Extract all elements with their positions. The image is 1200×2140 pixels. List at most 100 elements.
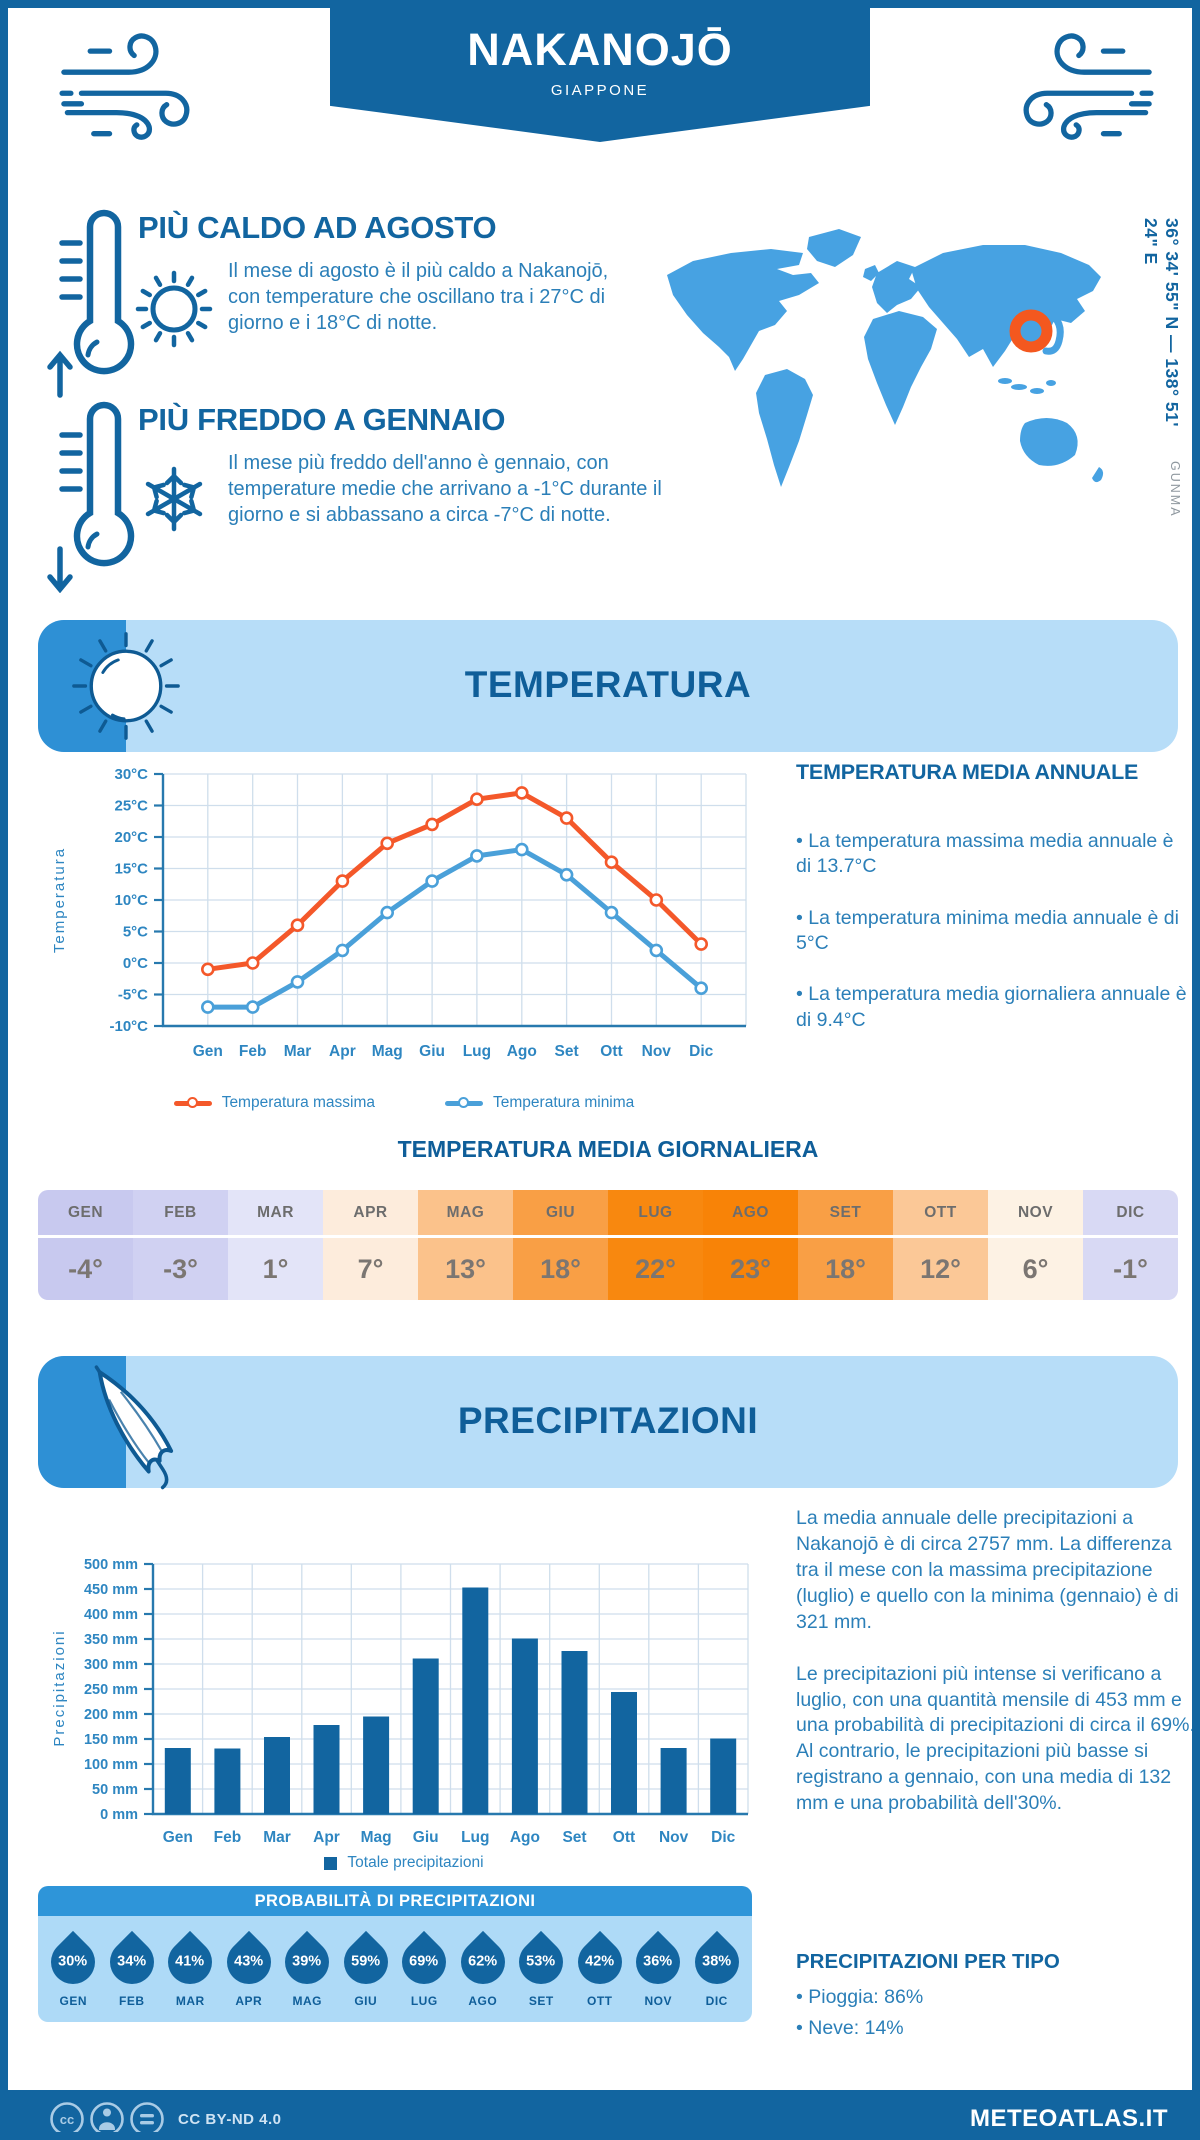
- svg-text:Giu: Giu: [413, 1829, 439, 1846]
- legend-item: Totale precipitazioni: [324, 1854, 484, 1872]
- month-header: GEN: [38, 1190, 133, 1238]
- license: cc CC BY-ND 4.0: [48, 2099, 282, 2132]
- probability-month-label: APR: [235, 1994, 263, 2008]
- coordinates-text: 36° 34' 55" N — 138° 51' 24" E: [1141, 218, 1182, 427]
- svg-text:0°C: 0°C: [123, 955, 148, 972]
- month-column: SET 18°: [798, 1190, 893, 1300]
- svg-text:15°C: 15°C: [114, 861, 148, 878]
- month-value: 7°: [323, 1238, 418, 1300]
- month-value: 22°: [608, 1238, 703, 1300]
- raindrop-icon: 62%: [451, 1930, 514, 1994]
- svg-text:-5°C: -5°C: [118, 987, 148, 1004]
- umbrella-icon: [94, 1365, 174, 1490]
- probability-month: 69% LUG: [393, 1930, 456, 2008]
- legend-square-swatch: [324, 1856, 338, 1870]
- legend-line-swatch: [173, 1097, 212, 1108]
- annual-temperature-panel: TEMPERATURA MEDIA ANNUALE • La temperatu…: [796, 760, 1192, 1033]
- probability-month: 59% GIU: [334, 1930, 397, 2008]
- svg-text:Feb: Feb: [239, 1043, 267, 1060]
- month-header: AGO: [703, 1190, 798, 1238]
- hot-month-text: Il mese di agosto è il più caldo a Nakan…: [228, 260, 609, 334]
- svg-text:150 mm: 150 mm: [84, 1732, 138, 1748]
- svg-text:250 mm: 250 mm: [84, 1682, 138, 1698]
- month-column: GIU 18°: [513, 1190, 608, 1300]
- precipitation-type-title: PRECIPITAZIONI PER TIPO: [796, 1950, 1060, 1973]
- month-column: APR 7°: [323, 1190, 418, 1300]
- month-value: -4°: [38, 1238, 133, 1300]
- month-header: FEB: [133, 1190, 228, 1238]
- probability-month: 62% AGO: [451, 1930, 514, 2008]
- legend-item: Temperatura minima: [445, 1094, 634, 1112]
- monthly-temperature-table: GEN -4° FEB -3° MAR 1° APR 7° MAG 13° GIU 18° LUG 22°…: [38, 1190, 1178, 1300]
- probability-value: 69%: [409, 1954, 439, 1970]
- legend-label: Temperatura massima: [221, 1094, 376, 1111]
- thermometer-hot-icon: [47, 209, 213, 398]
- month-value: 23°: [703, 1238, 798, 1300]
- probability-month: 39% MAG: [276, 1930, 339, 2008]
- month-column: FEB -3°: [133, 1190, 228, 1300]
- raindrop-icon: 59%: [334, 1930, 397, 1994]
- svg-text:Nov: Nov: [659, 1829, 689, 1846]
- cc-license-icons: cc: [50, 2102, 164, 2132]
- probability-drops: 30% GEN 34% FEB 41% MAR 43% APR 39% MAG 59% GIU 69% L…: [38, 1916, 752, 2022]
- svg-text:Apr: Apr: [329, 1043, 356, 1060]
- temperature-chart: -10°C -5°C 0°C 5°C 10°C 15°C 20°C 25°C 30°C Gen Fe…: [51, 766, 747, 1060]
- raindrop-icon: 39%: [276, 1930, 339, 1994]
- raindrop-icon: 42%: [568, 1930, 631, 1994]
- probability-month: 34% FEB: [100, 1930, 163, 2008]
- svg-text:Gen: Gen: [163, 1829, 193, 1846]
- legend-label: Temperatura minima: [493, 1094, 635, 1111]
- svg-text:25°C: 25°C: [114, 798, 148, 815]
- hot-month-title: PIÙ CALDO AD AGOSTO: [138, 210, 497, 245]
- month-column: MAG 13°: [418, 1190, 513, 1300]
- precipitation-paragraph: Le precipitazioni più intense si verific…: [796, 1662, 1195, 1815]
- cold-month-title: PIÙ FREDDO A GENNAIO: [138, 402, 506, 437]
- thermometer-cold-icon: [47, 401, 203, 593]
- svg-text:Set: Set: [562, 1829, 586, 1846]
- svg-text:30°C: 30°C: [114, 766, 148, 783]
- month-column: MAR 1°: [228, 1190, 323, 1300]
- month-value: 13°: [418, 1238, 513, 1300]
- page-subtitle: GIAPPONE: [550, 82, 650, 99]
- raindrop-icon: 30%: [42, 1930, 105, 1994]
- svg-text:Mag: Mag: [372, 1043, 403, 1060]
- month-header: MAG: [418, 1190, 513, 1238]
- probability-month-label: FEB: [119, 1994, 145, 2008]
- svg-text:50 mm: 50 mm: [92, 1782, 138, 1798]
- raindrop-icon: 41%: [159, 1930, 222, 1994]
- license-label: CC BY-ND 4.0: [178, 2110, 282, 2128]
- legend-label: Totale precipitazioni: [347, 1854, 484, 1871]
- probability-month: 36% NOV: [627, 1930, 690, 2008]
- probability-value: 38%: [702, 1954, 732, 1970]
- probability-month-label: AGO: [468, 1994, 498, 2008]
- probability-month-label: NOV: [644, 1994, 672, 2008]
- probability-month-label: GIU: [354, 1994, 378, 2008]
- probability-month-label: MAR: [175, 1994, 205, 2008]
- svg-text:Dic: Dic: [711, 1829, 736, 1846]
- svg-text:Ott: Ott: [613, 1829, 635, 1846]
- temperature-section-title: TEMPERATURA: [464, 664, 752, 705]
- month-column: LUG 22°: [608, 1190, 703, 1300]
- svg-text:20°C: 20°C: [114, 829, 148, 846]
- world-map: [667, 229, 1104, 487]
- probability-month-label: SET: [528, 1994, 554, 2008]
- month-column: GEN -4°: [38, 1190, 133, 1300]
- month-column: DIC -1°: [1083, 1190, 1178, 1300]
- precipitation-type-line: • Neve: 14%: [796, 2017, 904, 2040]
- probability-month-label: LUG: [410, 1994, 438, 2008]
- month-value: -3°: [133, 1238, 228, 1300]
- probability-value: 43%: [234, 1954, 264, 1970]
- probability-month-label: OTT: [587, 1994, 613, 2008]
- svg-text:Ago: Ago: [507, 1043, 537, 1060]
- month-value: -1°: [1083, 1238, 1178, 1300]
- svg-text:Temperatura: Temperatura: [51, 847, 68, 953]
- temperature-section-banner: TEMPERATURA: [38, 620, 1178, 752]
- probability-month-label: GEN: [59, 1994, 87, 2008]
- footer: cc CC BY-ND 4.0 METEOATLAS.IT: [8, 2090, 1192, 2132]
- month-value: 18°: [798, 1238, 893, 1300]
- precipitation-text: La media annuale delle precipitazioni a …: [796, 1506, 1195, 1817]
- probability-month: 30% GEN: [42, 1930, 105, 2008]
- svg-text:Dic: Dic: [689, 1043, 714, 1060]
- probability-value: 53%: [526, 1954, 556, 1970]
- probability-value: 42%: [585, 1954, 615, 1970]
